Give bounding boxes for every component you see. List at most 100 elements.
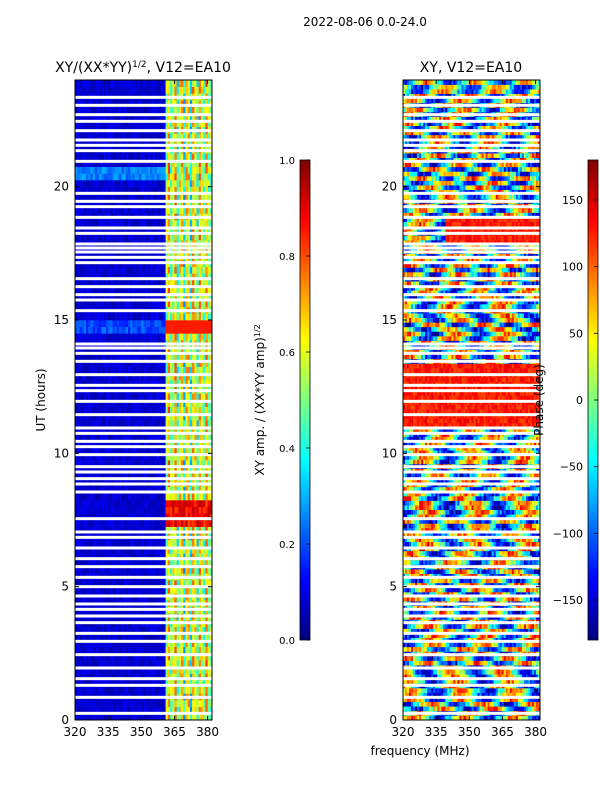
left-heatmap-cell	[90, 420, 93, 427]
left-heatmap-cell	[101, 400, 105, 407]
left-heatmap-cell	[192, 400, 195, 407]
left-heatmap-cell	[167, 513, 171, 521]
left-heatmap-cell	[130, 506, 133, 514]
left-heatmap-cell	[81, 280, 85, 287]
left-heatmap-cell	[181, 360, 184, 367]
left-heatmap-cell	[94, 266, 98, 274]
left-heatmap-cell	[141, 360, 144, 367]
left-heatmap-cell	[123, 713, 127, 720]
left-heatmap-cell	[189, 233, 193, 241]
left-heatmap-cell	[83, 286, 87, 294]
left-heatmap-cell	[143, 686, 147, 694]
left-heatmap-cell	[154, 586, 158, 594]
left-heatmap-cell	[92, 640, 96, 647]
left-heatmap-cell	[90, 660, 93, 667]
left-heatmap-cell	[90, 553, 93, 561]
left-heatmap-cell	[103, 300, 107, 307]
left-heatmap-cell	[209, 546, 212, 554]
left-heatmap-cell	[200, 680, 204, 687]
left-heatmap-cell	[198, 393, 202, 401]
left-heatmap-cell	[147, 320, 151, 327]
left-heatmap-cell	[158, 273, 162, 281]
left-heatmap-cell	[203, 660, 206, 667]
left-heatmap-cell	[105, 353, 109, 361]
left-heatmap-cell	[152, 266, 155, 274]
left-heatmap-cell	[121, 633, 124, 641]
left-heatmap-cell	[97, 393, 100, 401]
left-heatmap-cell	[134, 706, 138, 714]
left-heatmap-cell	[101, 646, 105, 654]
left-heatmap-cell	[189, 280, 193, 287]
left-heatmap-cell	[185, 506, 188, 514]
left-heatmap-cell	[176, 333, 180, 341]
left-heatmap-cell	[139, 320, 142, 327]
left-heatmap-cell	[167, 500, 171, 507]
left-heatmap-cell	[103, 433, 107, 441]
left-heatmap-cell	[207, 193, 211, 201]
left-heatmap-cell	[143, 200, 147, 207]
left-heatmap-cell	[94, 193, 98, 201]
left-heatmap-cell	[187, 233, 191, 241]
left-heatmap-cell	[145, 520, 149, 527]
left-heatmap-cell	[121, 680, 124, 687]
left-heatmap-cell	[161, 493, 164, 501]
left-heatmap-cell	[94, 300, 98, 307]
left-heatmap-cell	[192, 266, 195, 274]
left-heatmap-cell	[143, 320, 147, 327]
left-heatmap-cell	[125, 460, 129, 467]
left-heatmap-cell	[147, 186, 151, 194]
left-heatmap-cell	[198, 406, 202, 414]
left-heatmap-cell	[196, 460, 200, 467]
left-heatmap-cell	[200, 460, 204, 467]
left-heatmap-cell	[198, 506, 202, 514]
left-heatmap-cell	[94, 246, 98, 254]
left-heatmap-cell	[198, 366, 202, 374]
left-heatmap-cell	[128, 233, 131, 241]
left-heatmap-cell	[163, 460, 166, 467]
left-heatmap-cell	[167, 233, 171, 241]
left-heatmap-cell	[161, 660, 164, 667]
left-heatmap-cell	[145, 486, 149, 494]
left-heatmap-cell	[99, 353, 102, 361]
left-heatmap-cell	[156, 640, 160, 647]
left-heatmap-cell	[165, 506, 169, 514]
left-heatmap-cell	[200, 333, 204, 341]
left-heatmap-cell	[112, 353, 116, 361]
left-heatmap-cell	[130, 446, 133, 454]
left-heatmap-cell	[77, 453, 80, 461]
left-heatmap-cell	[181, 633, 184, 641]
left-heatmap-cell	[130, 493, 133, 501]
left-heatmap-cell	[81, 333, 85, 341]
left-heatmap-cell	[134, 520, 138, 527]
left-heatmap-cell	[90, 406, 93, 414]
left-heatmap-cell	[134, 666, 138, 674]
left-heatmap-cell	[125, 580, 129, 587]
left-heatmap-cell	[170, 626, 173, 634]
left-heatmap-cell	[176, 466, 180, 474]
left-heatmap-cell	[196, 426, 200, 434]
left-heatmap-cell	[209, 553, 212, 561]
left-heatmap-cell	[178, 353, 182, 361]
left-heatmap-cell	[185, 320, 188, 327]
left-heatmap-cell	[205, 186, 208, 194]
left-heatmap-cell	[196, 393, 200, 401]
left-heatmap-cell	[183, 520, 186, 527]
left-heatmap-cell	[187, 380, 191, 387]
left-heatmap-cell	[165, 700, 169, 707]
left-heatmap-cell	[112, 653, 116, 661]
left-heatmap-cell	[205, 460, 208, 467]
left-heatmap-cell	[79, 493, 82, 501]
left-heatmap-cell	[81, 513, 85, 521]
left-heatmap-cell	[176, 286, 180, 294]
left-heatmap-cell	[130, 226, 133, 234]
left-heatmap-cell	[189, 293, 193, 301]
left-heatmap-cell	[207, 586, 211, 594]
left-heatmap-cell	[170, 300, 173, 307]
left-heatmap-cell	[105, 506, 109, 514]
left-heatmap-cell	[92, 540, 96, 547]
left-heatmap-cell	[88, 553, 91, 561]
left-heatmap-cell	[108, 346, 111, 354]
left-heatmap-cell	[174, 473, 177, 481]
left-heatmap-cell	[125, 506, 129, 514]
left-heatmap-cell	[114, 686, 118, 694]
